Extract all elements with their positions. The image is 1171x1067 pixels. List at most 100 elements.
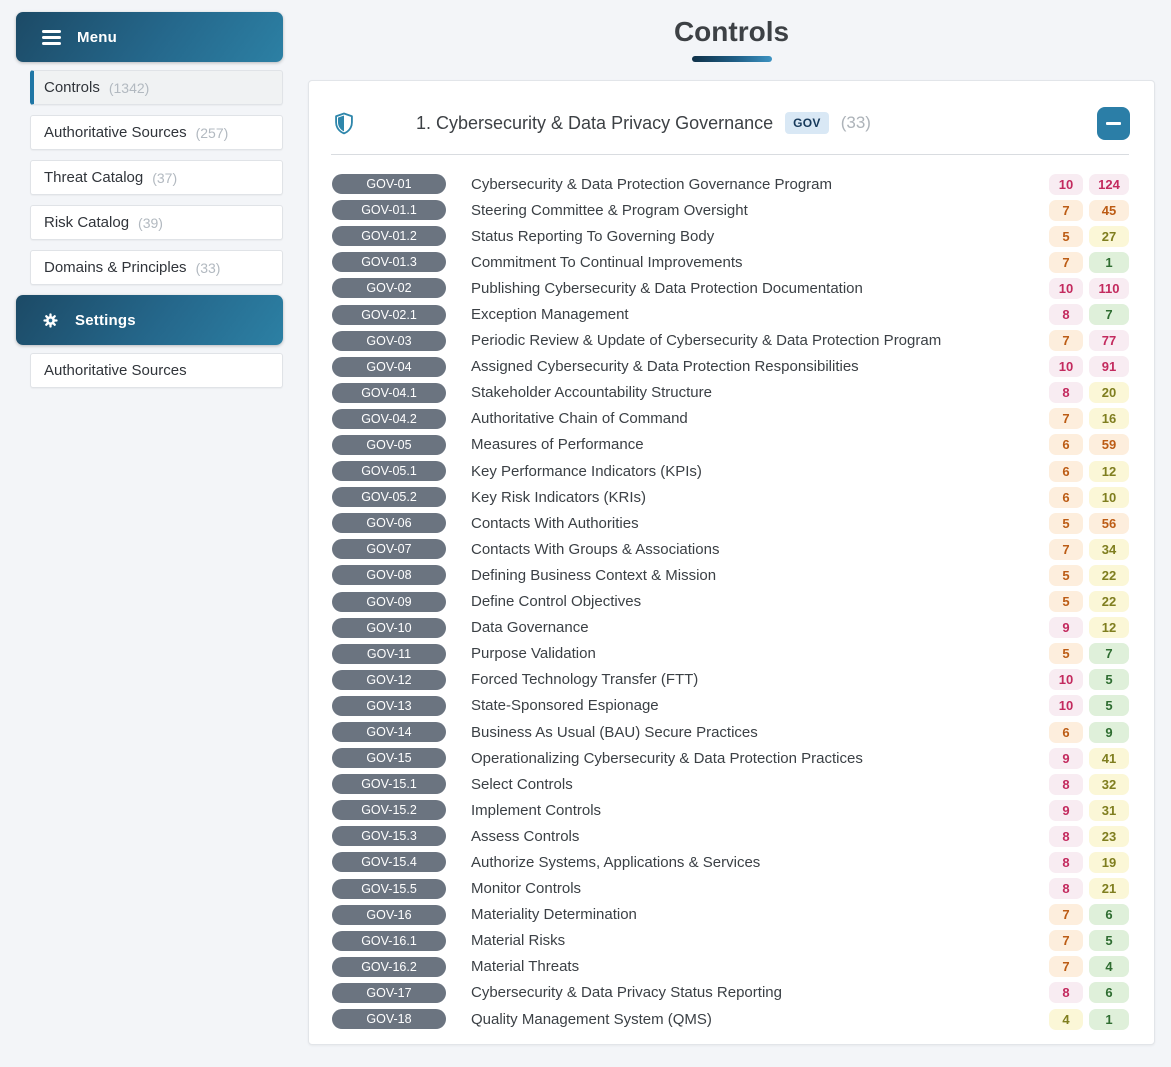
control-name[interactable]: State-Sponsored Espionage — [471, 697, 659, 715]
control-id-badge[interactable]: GOV-14 — [332, 722, 446, 743]
control-row[interactable]: GOV-15 Operationalizing Cybersecurity & … — [332, 745, 1129, 771]
control-name[interactable]: Cybersecurity & Data Privacy Status Repo… — [471, 984, 782, 1002]
control-name[interactable]: Implement Controls — [471, 801, 602, 819]
control-id-badge[interactable]: GOV-16.1 — [332, 930, 446, 951]
control-name[interactable]: Stakeholder Accountability Structure — [471, 384, 712, 402]
control-name[interactable]: Defining Business Context & Mission — [471, 566, 717, 584]
control-row[interactable]: GOV-01.3 Commitment To Continual Improve… — [332, 249, 1129, 275]
control-row[interactable]: GOV-10 Data Governance 9 12 — [332, 615, 1129, 641]
control-name[interactable]: Operationalizing Cybersecurity & Data Pr… — [471, 749, 863, 767]
control-name[interactable]: Measures of Performance — [471, 436, 644, 454]
control-id-badge[interactable]: GOV-05.2 — [332, 487, 446, 508]
control-name[interactable]: Authoritative Chain of Command — [471, 410, 688, 428]
control-id-badge[interactable]: GOV-02 — [332, 278, 446, 299]
control-row[interactable]: GOV-06 Contacts With Authorities 5 56 — [332, 510, 1129, 536]
control-id-badge[interactable]: GOV-02.1 — [332, 304, 446, 325]
sidebar-item-domains-principles[interactable]: Domains & Principles (33) — [30, 250, 283, 285]
control-name[interactable]: Define Control Objectives — [471, 593, 642, 611]
control-row[interactable]: GOV-15.5 Monitor Controls 8 21 — [332, 876, 1129, 902]
control-row[interactable]: GOV-02.1 Exception Management 8 7 — [332, 301, 1129, 327]
control-name[interactable]: Exception Management — [471, 306, 629, 324]
control-id-badge[interactable]: GOV-01.2 — [332, 226, 446, 247]
control-id-badge[interactable]: GOV-15.1 — [332, 774, 446, 795]
control-name[interactable]: Commitment To Continual Improvements — [471, 253, 743, 271]
control-id-badge[interactable]: GOV-10 — [332, 617, 446, 638]
control-id-badge[interactable]: GOV-06 — [332, 513, 446, 534]
control-row[interactable]: GOV-16 Materiality Determination 7 6 — [332, 902, 1129, 928]
control-id-badge[interactable]: GOV-13 — [332, 695, 446, 716]
control-name[interactable]: Data Governance — [471, 619, 589, 637]
control-name[interactable]: Quality Management System (QMS) — [471, 1010, 712, 1028]
control-name[interactable]: Monitor Controls — [471, 880, 582, 898]
control-id-badge[interactable]: GOV-04 — [332, 356, 446, 377]
control-name[interactable]: Assess Controls — [471, 827, 580, 845]
control-id-badge[interactable]: GOV-01 — [332, 174, 446, 195]
control-row[interactable]: GOV-11 Purpose Validation 5 7 — [332, 641, 1129, 667]
control-id-badge[interactable]: GOV-07 — [332, 539, 446, 560]
control-name[interactable]: Periodic Review & Update of Cybersecurit… — [471, 332, 942, 350]
control-id-badge[interactable]: GOV-05 — [332, 434, 446, 455]
control-row[interactable]: GOV-13 State-Sponsored Espionage 10 5 — [332, 693, 1129, 719]
control-id-badge[interactable]: GOV-15.2 — [332, 800, 446, 821]
control-name[interactable]: Forced Technology Transfer (FTT) — [471, 671, 699, 689]
control-id-badge[interactable]: GOV-08 — [332, 565, 446, 586]
control-row[interactable]: GOV-15.1 Select Controls 8 32 — [332, 771, 1129, 797]
control-row[interactable]: GOV-05.1 Key Performance Indicators (KPI… — [332, 458, 1129, 484]
control-name[interactable]: Material Risks — [471, 932, 566, 950]
control-row[interactable]: GOV-15.3 Assess Controls 8 23 — [332, 823, 1129, 849]
menu-header[interactable]: Menu — [16, 12, 283, 62]
control-row[interactable]: GOV-04.1 Stakeholder Accountability Stru… — [332, 380, 1129, 406]
control-name[interactable]: Status Reporting To Governing Body — [471, 227, 715, 245]
control-name[interactable]: Business As Usual (BAU) Secure Practices — [471, 723, 758, 741]
control-id-badge[interactable]: GOV-16 — [332, 904, 446, 925]
control-name[interactable]: Assigned Cybersecurity & Data Protection… — [471, 358, 859, 376]
control-row[interactable]: GOV-16.1 Material Risks 7 5 — [332, 928, 1129, 954]
control-id-badge[interactable]: GOV-17 — [332, 982, 446, 1003]
control-row[interactable]: GOV-12 Forced Technology Transfer (FTT) … — [332, 667, 1129, 693]
control-id-badge[interactable]: GOV-04.1 — [332, 382, 446, 403]
settings-header[interactable]: Settings — [16, 295, 283, 345]
control-id-badge[interactable]: GOV-05.1 — [332, 461, 446, 482]
control-id-badge[interactable]: GOV-12 — [332, 669, 446, 690]
control-id-badge[interactable]: GOV-09 — [332, 591, 446, 612]
control-id-badge[interactable]: GOV-16.2 — [332, 956, 446, 977]
control-row[interactable]: GOV-14 Business As Usual (BAU) Secure Pr… — [332, 719, 1129, 745]
control-id-badge[interactable]: GOV-11 — [332, 643, 446, 664]
control-id-badge[interactable]: GOV-15.5 — [332, 878, 446, 899]
control-row[interactable]: GOV-01 Cybersecurity & Data Protection G… — [332, 171, 1129, 197]
sidebar-item-threat-catalog[interactable]: Threat Catalog (37) — [30, 160, 283, 195]
control-id-badge[interactable]: GOV-04.2 — [332, 408, 446, 429]
control-name[interactable]: Authorize Systems, Applications & Servic… — [471, 853, 761, 871]
control-id-badge[interactable]: GOV-15.3 — [332, 826, 446, 847]
control-row[interactable]: GOV-15.4 Authorize Systems, Applications… — [332, 849, 1129, 875]
control-row[interactable]: GOV-05.2 Key Risk Indicators (KRIs) 6 10 — [332, 484, 1129, 510]
control-row[interactable]: GOV-09 Define Control Objectives 5 22 — [332, 589, 1129, 615]
settings-item-authoritative-sources[interactable]: Authoritative Sources — [30, 353, 283, 388]
control-name[interactable]: Key Performance Indicators (KPIs) — [471, 462, 702, 480]
control-id-badge[interactable]: GOV-01.1 — [332, 200, 446, 221]
control-name[interactable]: Purpose Validation — [471, 645, 596, 663]
control-name[interactable]: Publishing Cybersecurity & Data Protecti… — [471, 279, 863, 297]
control-id-badge[interactable]: GOV-01.3 — [332, 252, 446, 273]
collapse-button[interactable] — [1097, 106, 1130, 140]
control-name[interactable]: Select Controls — [471, 775, 573, 793]
control-row[interactable]: GOV-18 Quality Management System (QMS) 4… — [332, 1006, 1129, 1032]
sidebar-item-authoritative-sources[interactable]: Authoritative Sources (257) — [30, 115, 283, 150]
control-id-badge[interactable]: GOV-15.4 — [332, 852, 446, 873]
control-id-badge[interactable]: GOV-03 — [332, 330, 446, 351]
control-name[interactable]: Material Threats — [471, 958, 580, 976]
control-row[interactable]: GOV-04 Assigned Cybersecurity & Data Pro… — [332, 354, 1129, 380]
control-row[interactable]: GOV-16.2 Material Threats 7 4 — [332, 954, 1129, 980]
control-id-badge[interactable]: GOV-18 — [332, 1009, 446, 1030]
control-row[interactable]: GOV-02 Publishing Cybersecurity & Data P… — [332, 275, 1129, 301]
control-row[interactable]: GOV-08 Defining Business Context & Missi… — [332, 562, 1129, 588]
control-row[interactable]: GOV-05 Measures of Performance 6 59 — [332, 432, 1129, 458]
control-name[interactable]: Key Risk Indicators (KRIs) — [471, 488, 647, 506]
control-row[interactable]: GOV-07 Contacts With Groups & Associatio… — [332, 536, 1129, 562]
control-row[interactable]: GOV-01.2 Status Reporting To Governing B… — [332, 223, 1129, 249]
control-row[interactable]: GOV-04.2 Authoritative Chain of Command … — [332, 406, 1129, 432]
control-row[interactable]: GOV-15.2 Implement Controls 9 31 — [332, 797, 1129, 823]
control-row[interactable]: GOV-03 Periodic Review & Update of Cyber… — [332, 328, 1129, 354]
control-name[interactable]: Steering Committee & Program Oversight — [471, 201, 748, 219]
control-name[interactable]: Contacts With Groups & Associations — [471, 540, 720, 558]
